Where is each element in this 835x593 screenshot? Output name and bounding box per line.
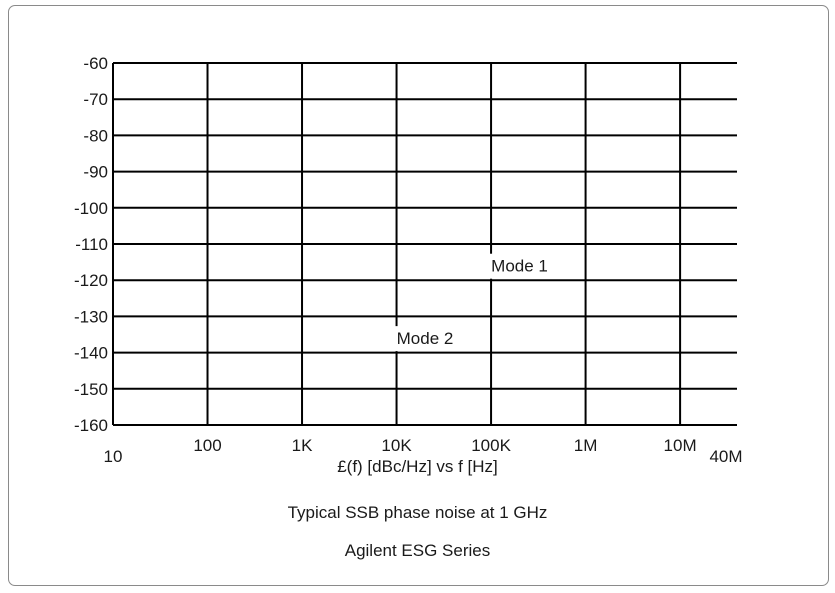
- y-tick-label: -160: [74, 416, 108, 435]
- annotations: Mode 1 Mode 2: [390, 253, 554, 352]
- y-tick-label: -70: [83, 90, 108, 109]
- annotation: Mode 2: [390, 326, 460, 352]
- x-tick-labels: 10 100 1K 10K 100K 1M 10M 40M: [104, 436, 743, 466]
- y-tick-label: -120: [74, 271, 108, 290]
- y-tick-label: -150: [74, 380, 108, 399]
- chart-subtitle: Agilent ESG Series: [344, 541, 491, 560]
- annotation-background: [390, 326, 460, 352]
- annotation-label: Mode 2: [397, 329, 454, 348]
- x-tick-label: 10K: [381, 436, 412, 455]
- x-axis-label: £(f) [dBc/Hz] vs f [Hz]: [337, 457, 498, 476]
- x-tick-label: 100: [193, 436, 221, 455]
- y-tick-label: -110: [75, 235, 108, 254]
- x-tick-label: 10M: [664, 436, 697, 455]
- x-tick-label: 10: [104, 447, 123, 466]
- x-tick-label: 1K: [292, 436, 313, 455]
- y-tick-labels: -60 -70 -80 -90 -100 -110 -120 -130 -140 -150 -160: [74, 54, 108, 435]
- grid-lines: [112, 62, 737, 426]
- chart-frame: [8, 5, 829, 586]
- annotation-label: Mode 1: [491, 257, 548, 276]
- chart-title: Typical SSB phase noise at 1 GHz: [287, 503, 548, 522]
- y-tick-label: -130: [74, 307, 108, 326]
- x-tick-label: 100K: [471, 436, 511, 455]
- y-tick-label: -80: [83, 126, 108, 145]
- annotation: Mode 1: [485, 253, 554, 279]
- x-tick-label: 1M: [574, 436, 598, 455]
- y-tick-label: -60: [83, 54, 108, 73]
- x-tick-label: 40M: [709, 447, 742, 466]
- annotation-background: [485, 253, 554, 279]
- y-tick-label: -90: [83, 163, 108, 182]
- y-tick-label: -140: [74, 344, 108, 363]
- y-tick-label: -100: [74, 199, 108, 218]
